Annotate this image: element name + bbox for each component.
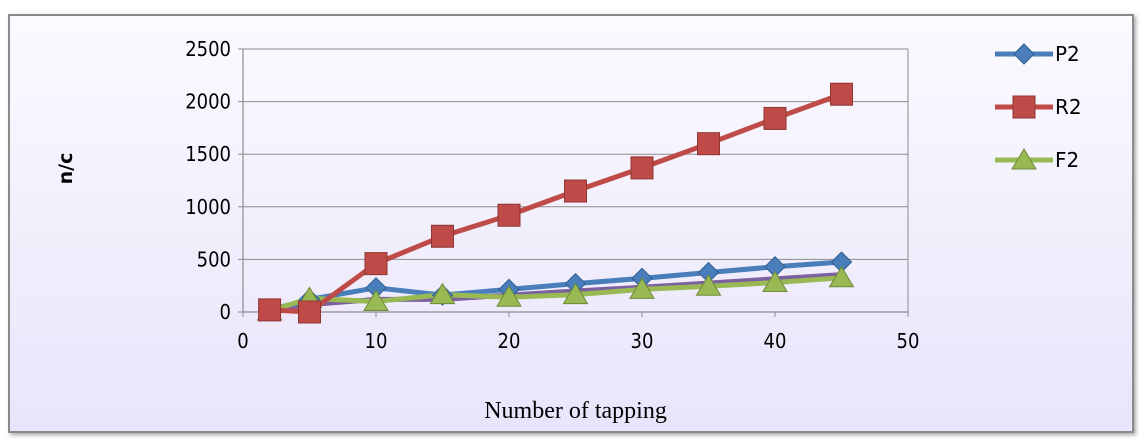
data-point-r2 [298, 300, 321, 324]
y-tick-label: 1500 [185, 142, 231, 166]
data-point-f2 [496, 285, 522, 307]
x-tick-label: 20 [498, 329, 521, 353]
tick-labels: 0 500 1000 1500 2000 2500 0 10 20 30 40 50 [185, 37, 919, 353]
data-point-f2 [429, 282, 456, 305]
y-tick-label: 500 [197, 247, 231, 271]
x-tick-label: 0 [237, 329, 248, 353]
data-point-f2 [629, 277, 655, 299]
data-point-r2 [697, 132, 720, 156]
data-point-r2 [258, 298, 282, 322]
x-tick-label: 30 [631, 329, 654, 353]
series-line-r2 [267, 91, 844, 315]
data-point-f2 [695, 274, 722, 296]
axes [238, 48, 909, 317]
legend-swatch-marker [1013, 43, 1035, 65]
legend-label: P2 [1055, 42, 1080, 66]
data-point-f2 [762, 270, 788, 293]
series-line-p2 [267, 259, 844, 313]
x-tick-label: 10 [365, 329, 388, 353]
series-markers [256, 82, 855, 324]
data-point-f2 [562, 282, 589, 305]
x-axis-title: Number of tapping [484, 398, 667, 424]
legend: P2 R2 F2 [995, 42, 1082, 172]
y-tick-label: 2000 [185, 90, 231, 114]
legend-swatch-marker [1011, 148, 1037, 170]
legend-swatch-marker [1012, 95, 1036, 119]
x-tick-label: 50 [897, 329, 920, 353]
y-tick-label: 2500 [185, 37, 231, 61]
legend-item-r2: R2 [995, 95, 1082, 119]
data-point-r2 [431, 224, 454, 248]
data-point-f2 [828, 265, 855, 288]
data-point-r2 [564, 179, 587, 203]
data-point-r2 [763, 106, 787, 130]
series-lines [267, 91, 844, 315]
line-chart: 0 500 1000 1500 2000 2500 0 10 20 30 40 50 Number o… [55, 37, 1082, 424]
series-line-f2 [267, 275, 844, 314]
data-point-r2 [364, 252, 388, 276]
y-axis-title: n/c [55, 153, 77, 185]
gridlines [243, 48, 909, 312]
legend-item-f2: F2 [995, 148, 1079, 172]
data-point-r2 [630, 156, 654, 180]
chart-area: 0 500 1000 1500 2000 2500 0 10 20 30 40 50 Number o… [8, 14, 1134, 433]
y-tick-label: 1000 [185, 195, 231, 219]
legend-item-p2: P2 [995, 42, 1080, 66]
data-point-r2 [830, 82, 853, 106]
legend-label: R2 [1055, 95, 1082, 119]
y-tick-label: 0 [220, 300, 231, 324]
x-tick-label: 40 [764, 329, 787, 353]
data-point-f2 [363, 289, 389, 311]
legend-label: F2 [1055, 148, 1079, 172]
data-point-r2 [497, 203, 521, 227]
